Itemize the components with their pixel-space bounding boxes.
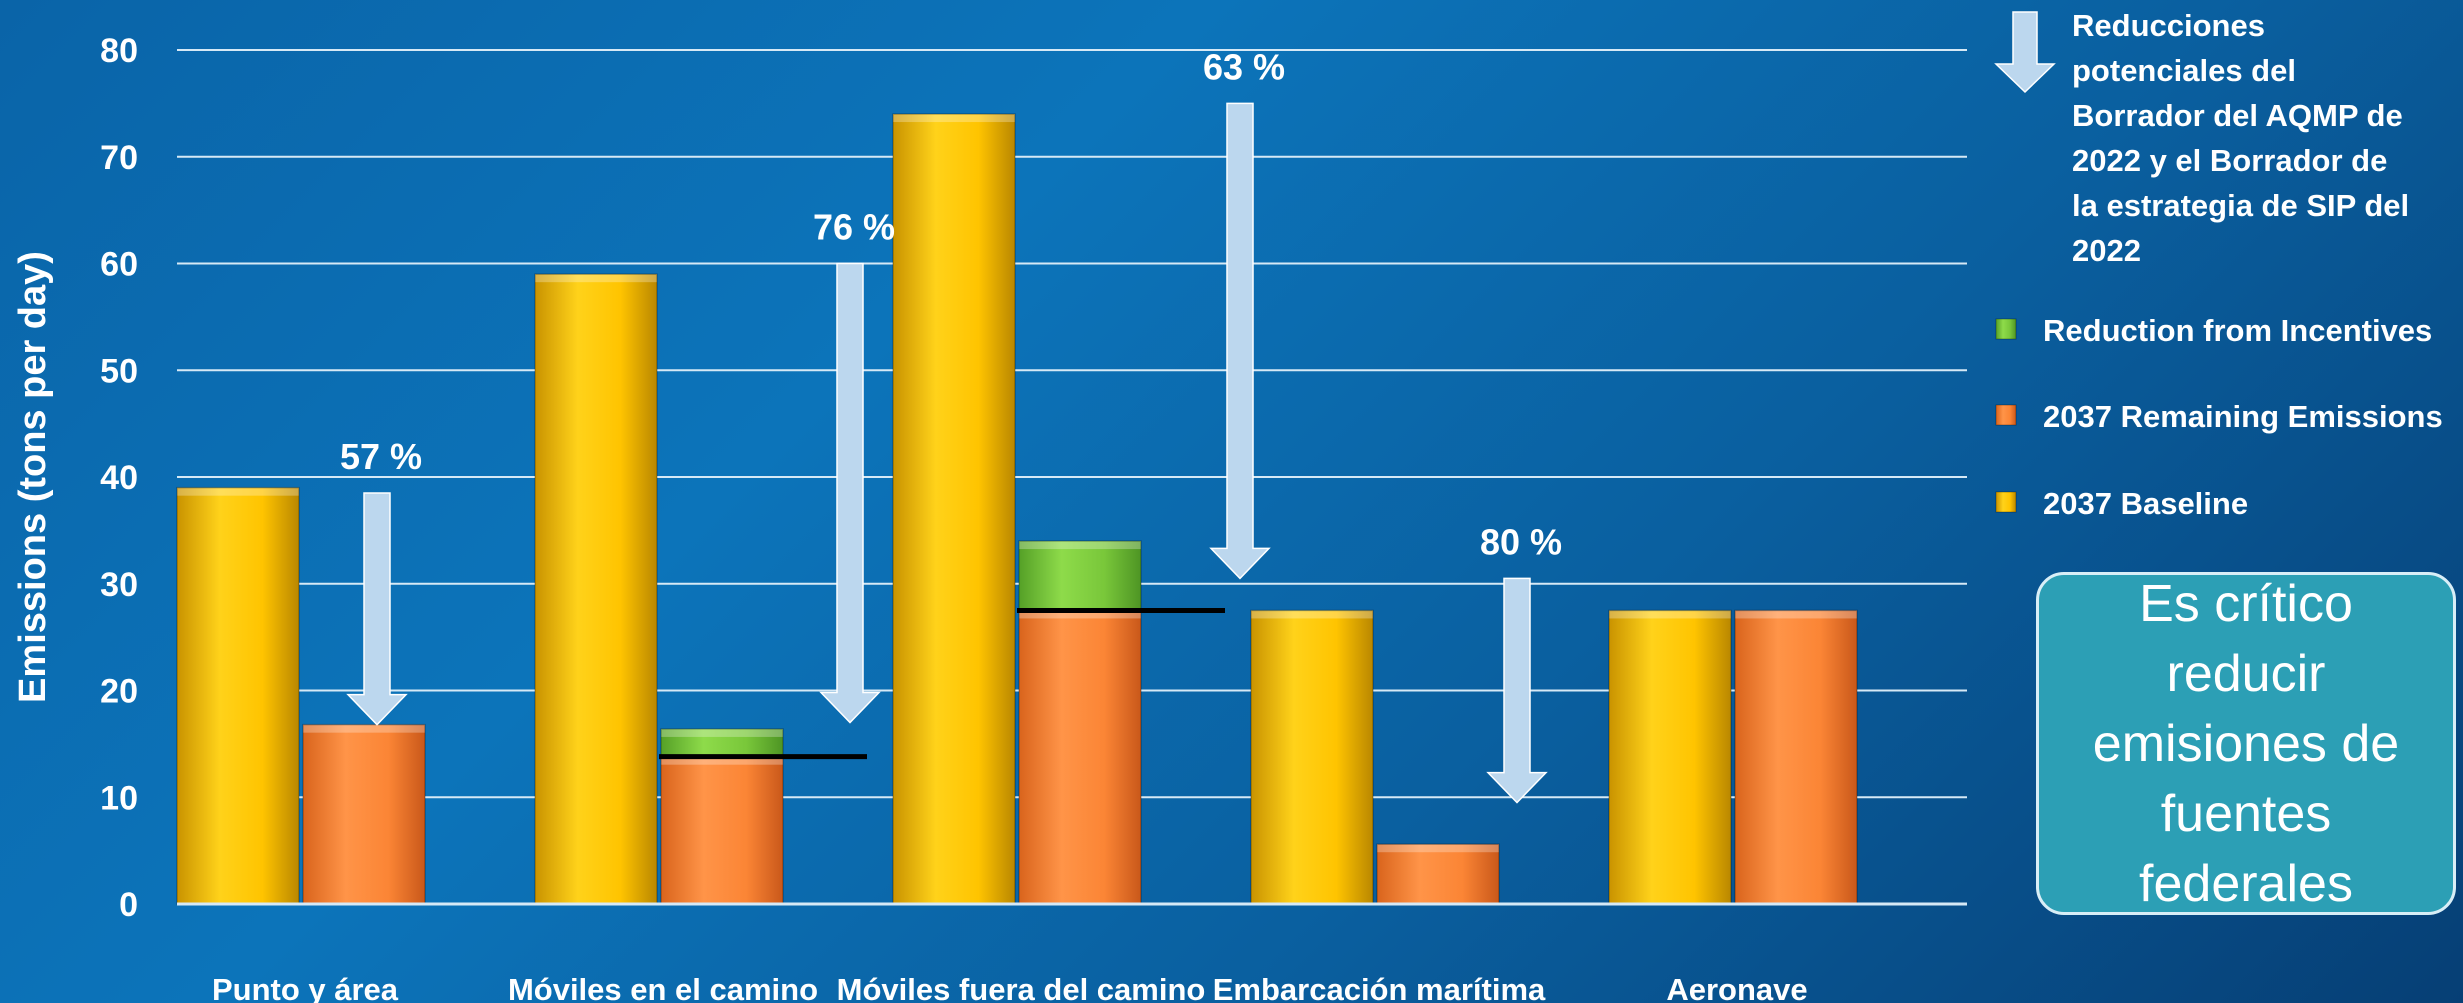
bar-incentive (660, 728, 784, 758)
y-tick-label: 10 (100, 779, 138, 817)
y-tick-label: 50 (100, 352, 138, 390)
legend-text-arrow: Reducciones potenciales del Borrador del A… (2072, 8, 2409, 268)
bar-baseline (1608, 609, 1732, 905)
reduction-arrow (1209, 102, 1271, 580)
bar-remaining (1734, 609, 1858, 905)
reduction-percent-label: 76 % (813, 207, 895, 248)
legend-swatch (1995, 318, 2017, 340)
bar-incentive (1018, 540, 1142, 612)
bar-baseline (176, 486, 300, 905)
callout-box: Es crítico reducir emisiones de fuentes … (2036, 572, 2456, 915)
reduction-percent-label: 80 % (1480, 521, 1562, 562)
x-tick-label: Móviles en el camino (508, 972, 818, 1003)
bar-baseline (534, 273, 658, 905)
legend-arrow-icon (1994, 11, 2056, 94)
x-tick-label: Punto y área (212, 972, 399, 1003)
y-tick-label: 70 (100, 139, 138, 177)
legend-text: 2037 Baseline (2043, 486, 2248, 521)
reduction-arrow (1486, 577, 1548, 804)
y-tick-label: 20 (100, 673, 138, 711)
legend-text: Reduction from Incentives (2043, 313, 2432, 348)
reduction-percent-label: 63 % (1203, 46, 1285, 87)
bar-baseline (1250, 609, 1374, 905)
y-tick-label: 80 (100, 32, 138, 70)
reduction-percent-label: 57 % (340, 436, 422, 477)
legend-swatch (1995, 491, 2017, 513)
bar-remaining (660, 755, 784, 905)
y-axis-label: Emissions (tons per day) (12, 251, 54, 703)
y-tick-label: 0 (119, 886, 138, 924)
x-tick-label: Embarcación marítima (1213, 972, 1546, 1003)
x-tick-label: Aeronave (1666, 972, 1807, 1003)
reduction-arrow (819, 262, 881, 724)
legend-text: 2037 Remaining Emissions (2043, 399, 2443, 434)
y-tick-label: 40 (100, 459, 138, 497)
callout-text: Es crítico reducir emisiones de fuentes … (2092, 574, 2400, 913)
x-tick-label: Móviles fuera del camino (837, 972, 1206, 1003)
bar-remaining (1018, 609, 1142, 905)
y-tick-label: 60 (100, 246, 138, 284)
legend-swatch (1995, 404, 2017, 426)
bar-remaining (302, 723, 426, 905)
bar-baseline (892, 113, 1016, 905)
bar-remaining (1376, 843, 1500, 905)
reduction-arrow (346, 492, 408, 726)
y-tick-label: 30 (100, 566, 138, 604)
